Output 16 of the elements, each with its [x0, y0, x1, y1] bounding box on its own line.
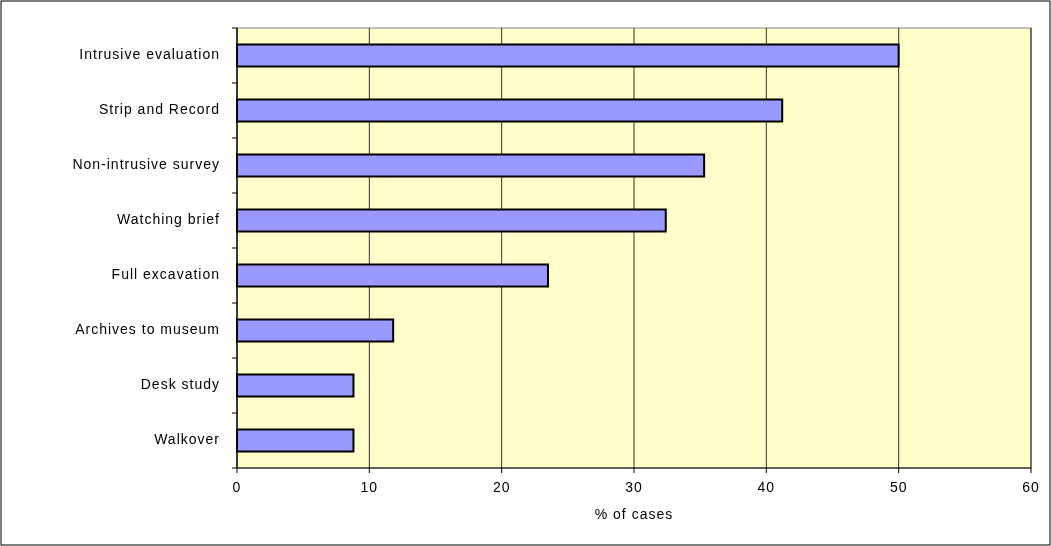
y-tick-label: Non-intrusive survey	[72, 156, 220, 173]
x-tick-label: 40	[757, 479, 776, 495]
y-tick-label: Archives to museum	[75, 321, 220, 338]
x-tick-label: 50	[889, 479, 908, 495]
x-tick-label: 60	[1022, 479, 1040, 495]
x-tick-label: 30	[625, 479, 643, 495]
x-tick-label: 0	[232, 479, 242, 495]
x-tick-label: 10	[360, 479, 379, 495]
y-tick-label: Watching brief	[117, 211, 220, 228]
y-tick-label: Full excavation	[111, 266, 220, 283]
x-axis-title: % of cases	[594, 506, 674, 522]
y-tick-label: Walkover	[154, 431, 220, 448]
y-tick-label: Strip and Record	[98, 101, 220, 118]
y-tick-label: Intrusive evaluation	[79, 46, 220, 63]
y-tick-label: Desk study	[140, 376, 220, 393]
x-tick-label: 20	[492, 479, 511, 495]
